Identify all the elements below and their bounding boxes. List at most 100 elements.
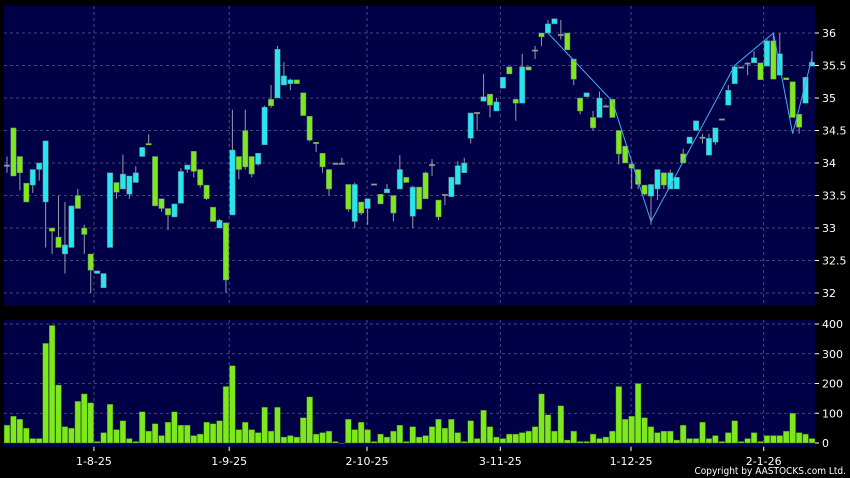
candle-body-up — [802, 76, 809, 104]
volume-bar — [313, 433, 320, 444]
candle — [390, 195, 397, 222]
candle — [706, 133, 712, 156]
candle — [648, 184, 654, 225]
candle-body-down — [300, 92, 307, 116]
candle-body-down — [635, 169, 642, 185]
candle-body-up — [467, 112, 474, 139]
candle-body-down — [570, 58, 577, 80]
volume-bar — [345, 419, 352, 444]
candle-body-up — [699, 136, 706, 139]
volume-bar — [351, 429, 358, 444]
candle — [113, 182, 120, 199]
candle — [235, 156, 242, 180]
candle — [751, 51, 757, 64]
candle — [757, 62, 764, 81]
candle-body-up — [62, 244, 68, 255]
candle-body-down — [641, 184, 648, 195]
volume-bar — [370, 441, 378, 444]
volume-bar — [255, 432, 262, 444]
candle — [441, 193, 448, 206]
candle — [119, 154, 126, 190]
candle-body-down — [113, 182, 120, 193]
volume-bar — [641, 417, 648, 444]
candle-body-down — [422, 172, 429, 199]
candle-body-down — [577, 97, 584, 112]
candle-body-up — [596, 97, 603, 118]
candle — [184, 164, 191, 173]
candle-body-down — [23, 182, 30, 203]
candle — [461, 157, 468, 173]
date-tick-label: 1-12-25 — [610, 455, 653, 468]
candle-body-down — [55, 236, 62, 248]
candle — [525, 66, 532, 71]
candle — [673, 177, 680, 190]
candle — [313, 141, 320, 152]
volume-bar — [293, 436, 300, 444]
candle-body-up — [551, 18, 558, 25]
candle — [261, 105, 268, 146]
candle-body-up — [763, 40, 770, 67]
volume-bar — [744, 438, 751, 444]
candle-body-up — [461, 162, 468, 173]
candle — [55, 195, 62, 248]
volume-bar — [396, 424, 403, 444]
candle-body-down — [74, 195, 81, 209]
price-tick-label: 33 — [822, 222, 836, 235]
candle — [590, 111, 596, 131]
volume-bar — [267, 430, 275, 444]
candle-body-down — [783, 77, 790, 81]
candle — [210, 206, 217, 222]
candle-body-up — [4, 164, 10, 167]
volume-bar — [29, 438, 36, 444]
candle — [229, 109, 236, 216]
volume-bar — [712, 435, 719, 444]
candle — [557, 20, 564, 40]
candle-body-down — [789, 81, 796, 118]
axis-labels: 32 32.5 33 33.5 34 34.5 35 35.5 36 0 100 200 300 400 1… — [76, 27, 847, 468]
candle-body-down — [242, 130, 249, 168]
candle — [499, 76, 506, 89]
price-tick-label: 36 — [822, 27, 836, 40]
candle-body-up — [409, 186, 416, 217]
candle-body-up — [499, 76, 506, 89]
price-tick-label: 34 — [822, 157, 836, 170]
candle — [190, 151, 197, 178]
candle-body-down — [210, 206, 217, 222]
candle-body-up — [338, 162, 345, 165]
volume-bar — [119, 420, 127, 444]
candle — [789, 81, 796, 118]
candle — [165, 208, 171, 230]
candle-body-down — [622, 145, 629, 164]
candle-body-down — [203, 184, 210, 200]
grid-lines — [4, 6, 815, 447]
candle — [570, 58, 577, 85]
volume-tick-label: 400 — [822, 318, 843, 331]
candle — [783, 77, 790, 81]
volume-bar — [416, 436, 423, 444]
volume-bar — [705, 438, 713, 444]
price-tick-label: 35 — [822, 92, 836, 105]
candle — [280, 62, 287, 86]
candle-body-up — [255, 153, 262, 165]
volume-bar — [139, 411, 146, 444]
candle — [602, 104, 609, 108]
volume-bar — [654, 432, 661, 444]
volume-bar — [209, 423, 217, 444]
candle-body-up — [725, 89, 732, 106]
candle — [94, 270, 101, 274]
volume-bar — [673, 439, 680, 444]
candle — [36, 162, 43, 181]
candle-body-down — [319, 153, 326, 168]
candle — [583, 92, 590, 97]
candle — [274, 46, 281, 99]
candle-body-up — [686, 136, 693, 144]
volume-bar — [802, 433, 809, 444]
candle — [467, 112, 474, 144]
candle-body-down — [49, 227, 56, 232]
date-tick-label: 2-10-25 — [346, 455, 389, 468]
candle-body-up — [184, 164, 191, 170]
candle-body-up — [480, 96, 487, 102]
volume-bar — [306, 396, 313, 444]
candle — [177, 168, 184, 204]
candle-body-down — [145, 143, 152, 146]
